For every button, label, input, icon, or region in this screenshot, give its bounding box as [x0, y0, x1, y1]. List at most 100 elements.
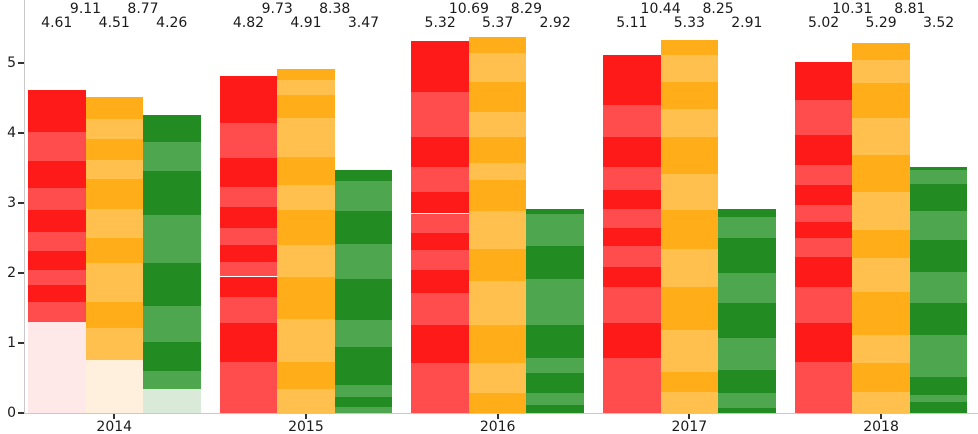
bar-segment	[909, 394, 968, 402]
bar-segment	[277, 318, 335, 362]
bar-segment	[334, 278, 393, 320]
bar-segment	[85, 119, 143, 139]
bar-segment	[603, 166, 661, 190]
bar-red-2016	[411, 40, 469, 413]
bar-segment	[909, 376, 968, 395]
bar-segment	[660, 371, 719, 392]
bar-segment	[794, 61, 853, 101]
bar-segment	[468, 37, 527, 54]
bar-value-label: 4.26	[156, 15, 188, 31]
bar-segment	[85, 208, 143, 238]
bar-segment	[794, 184, 853, 206]
bar-segment	[85, 301, 143, 329]
bar-segment	[28, 132, 86, 161]
bar-segment	[718, 370, 776, 394]
bar-segment	[794, 323, 853, 362]
bar-segment	[852, 154, 910, 192]
bar-segment	[28, 187, 86, 210]
bar-value-label: 3.52	[922, 15, 955, 31]
bar-segment	[411, 191, 469, 214]
bar-segment	[28, 322, 86, 413]
bar-segment	[660, 210, 719, 249]
bar-segment	[411, 166, 469, 192]
bar-value-label: 5.33	[673, 15, 705, 31]
bar-segment	[85, 359, 143, 413]
bar-segment	[411, 91, 469, 137]
bar-segment	[660, 39, 719, 56]
bar-segment	[526, 324, 584, 359]
bar-orange-2017	[660, 39, 719, 413]
bar-segment	[794, 361, 853, 413]
bar-segment	[411, 269, 469, 294]
pair-sum-label: 8.38	[319, 1, 351, 17]
bar-segment	[718, 408, 776, 413]
bar-segment	[219, 186, 278, 207]
bar-segment	[603, 358, 661, 413]
x-tick-mark	[688, 414, 691, 419]
bar-segment	[28, 210, 86, 232]
bar-segment	[909, 211, 968, 241]
bar-segment	[143, 371, 201, 389]
bar-value-label: 2.91	[731, 15, 763, 31]
bar-segment	[411, 40, 469, 92]
bar-segment	[143, 305, 201, 342]
bar-segment	[277, 184, 335, 210]
bar-value-label: 5.02	[807, 15, 840, 31]
y-tick-mark	[18, 132, 24, 134]
bar-segment	[526, 278, 584, 325]
bar-segment	[660, 329, 719, 372]
y-tick-label: 3	[7, 195, 16, 211]
bar-segment	[660, 248, 719, 287]
bar-segment	[334, 211, 393, 244]
bar-segment	[526, 213, 584, 247]
bar-segment	[718, 393, 776, 409]
bar-segment	[852, 60, 910, 84]
x-tick-label-2015: 2015	[288, 419, 324, 434]
bar-segment	[85, 328, 143, 360]
x-tick-label-2018: 2018	[863, 419, 899, 434]
bar-segment	[85, 160, 143, 180]
bar-segment	[468, 81, 527, 112]
bar-segment	[411, 293, 469, 325]
bar-segment	[468, 136, 527, 164]
bar-segment	[411, 136, 469, 167]
bar-segment	[219, 75, 278, 124]
bar-segment	[718, 303, 776, 339]
bar-segment	[85, 138, 143, 161]
bar-segment	[277, 210, 335, 245]
bar-segment	[794, 205, 853, 222]
bar-segment	[277, 388, 335, 413]
bar-segment	[718, 238, 776, 273]
bar-segment	[85, 97, 143, 119]
bar-red-2015	[219, 75, 278, 413]
bar-green-2018	[909, 166, 968, 413]
bar-value-label: 4.51	[98, 15, 130, 31]
bar-segment	[909, 271, 968, 304]
pair-sum-label: 10.31	[832, 1, 873, 17]
x-tick-label-2017: 2017	[671, 419, 708, 434]
y-tick-mark	[18, 202, 24, 204]
bar-segment	[143, 263, 201, 306]
bar-value-label: 4.82	[232, 15, 265, 31]
x-tick-label-2016: 2016	[479, 419, 516, 434]
bar-segment	[277, 79, 335, 96]
bar-segment	[718, 338, 776, 371]
bar-segment	[411, 363, 469, 413]
bar-segment	[909, 335, 968, 377]
bar-segment	[28, 250, 86, 270]
bar-segment	[468, 281, 527, 325]
bar-segment	[28, 90, 86, 133]
x-tick-label-2014: 2014	[96, 419, 133, 434]
bar-segment	[468, 393, 527, 413]
bar-segment	[526, 405, 584, 413]
bar-orange-2014	[85, 97, 143, 413]
bar-segment	[219, 245, 278, 262]
bar-segment	[468, 163, 527, 180]
bar-segment	[28, 161, 86, 188]
y-tick-label: 2	[7, 265, 16, 281]
bar-value-label: 3.47	[347, 15, 380, 31]
bar-segment	[794, 135, 853, 166]
bar-segment	[603, 246, 661, 267]
bar-segment	[909, 170, 968, 185]
